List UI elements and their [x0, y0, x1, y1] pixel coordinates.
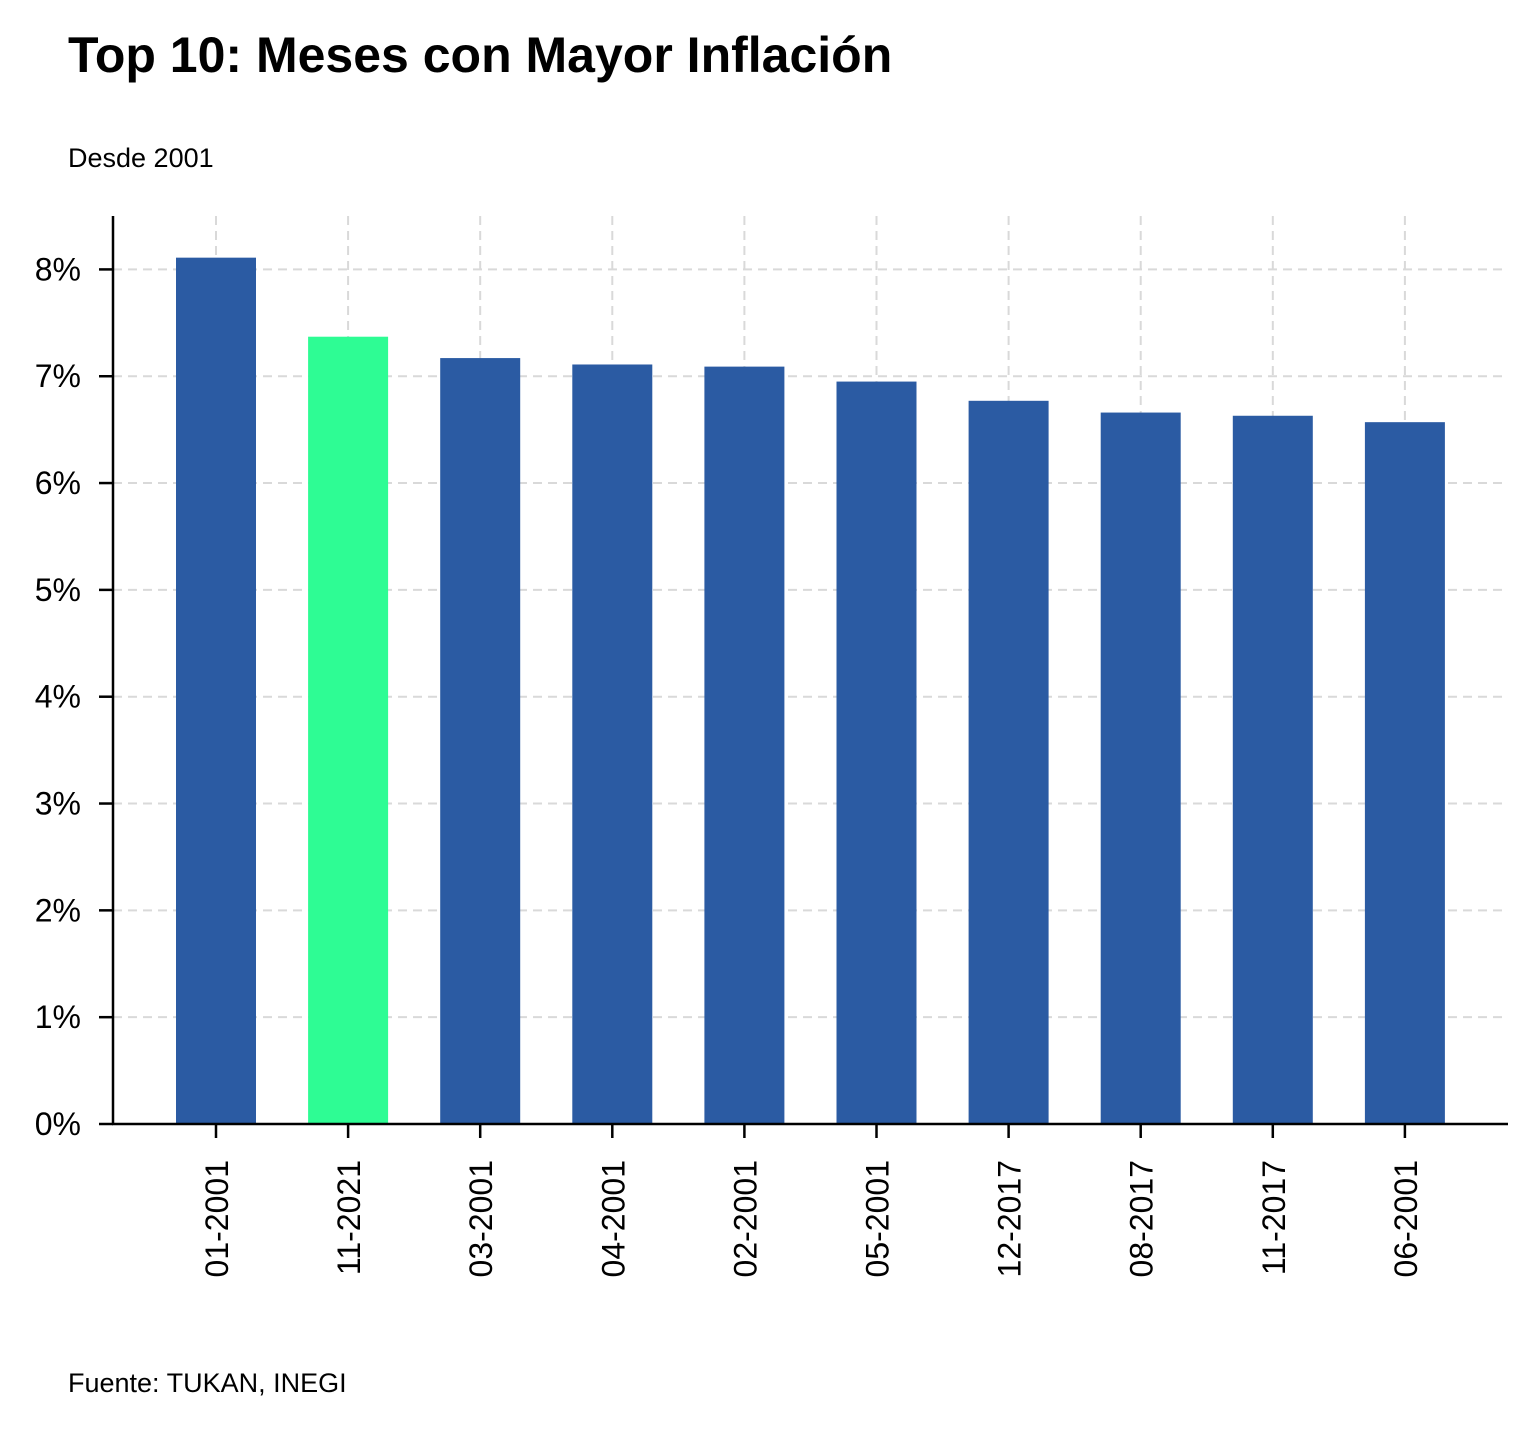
- x-tick-label: 11-2021: [331, 1160, 367, 1275]
- x-tick-label: 11-2017: [1256, 1160, 1292, 1275]
- chart-title: Top 10: Meses con Mayor Inflación: [68, 27, 893, 83]
- bar-12-2017: [968, 400, 1049, 1125]
- x-axis-ticks: 01-2001 11-2021 03-2001 04-2001 02-2001 05-20…: [199, 1124, 1424, 1277]
- bar-11-2017: [1232, 415, 1313, 1124]
- y-tick-label: 4%: [35, 679, 81, 715]
- x-tick-label: 08-2017: [1124, 1160, 1160, 1277]
- x-tick-label: 04-2001: [595, 1160, 631, 1277]
- x-tick-label: 05-2001: [860, 1160, 896, 1277]
- y-tick-label: 0%: [35, 1106, 81, 1142]
- bar-04-2001: [572, 364, 653, 1124]
- y-tick-label: 8%: [35, 251, 81, 287]
- x-tick-label: 12-2017: [992, 1160, 1028, 1277]
- y-tick-label: 3%: [35, 786, 81, 822]
- y-tick-label: 7%: [35, 358, 81, 394]
- bars: [176, 257, 1445, 1125]
- bar-08-2017: [1100, 412, 1181, 1124]
- y-tick-label: 2%: [35, 892, 81, 928]
- bar-02-2001: [704, 366, 785, 1124]
- x-tick-label: 02-2001: [727, 1160, 763, 1277]
- y-tick-label: 5%: [35, 572, 81, 608]
- x-tick-label: 01-2001: [199, 1160, 235, 1277]
- x-tick-label: 03-2001: [463, 1160, 499, 1277]
- axes: [111, 216, 1508, 1126]
- source-note: Fuente: TUKAN, INEGI: [68, 1368, 347, 1398]
- x-tick-label: 06-2001: [1388, 1160, 1424, 1277]
- y-tick-label: 6%: [35, 465, 81, 501]
- y-axis-ticks: 0% 1% 2% 3% 4% 5% 6% 7% 8%: [35, 251, 113, 1142]
- bar-01-2001: [176, 257, 256, 1125]
- bar-05-2001: [836, 381, 917, 1124]
- bar-06-2001: [1364, 422, 1445, 1124]
- bar-03-2001: [440, 358, 521, 1124]
- chart-subtitle: Desde 2001: [68, 143, 214, 173]
- bar-chart: 0% 1% 2% 3% 4% 5% 6% 7% 8% 01-2001 11-2021 03-2001…: [35, 216, 1508, 1277]
- y-tick-label: 1%: [35, 999, 81, 1035]
- bar-11-2021: [308, 336, 389, 1125]
